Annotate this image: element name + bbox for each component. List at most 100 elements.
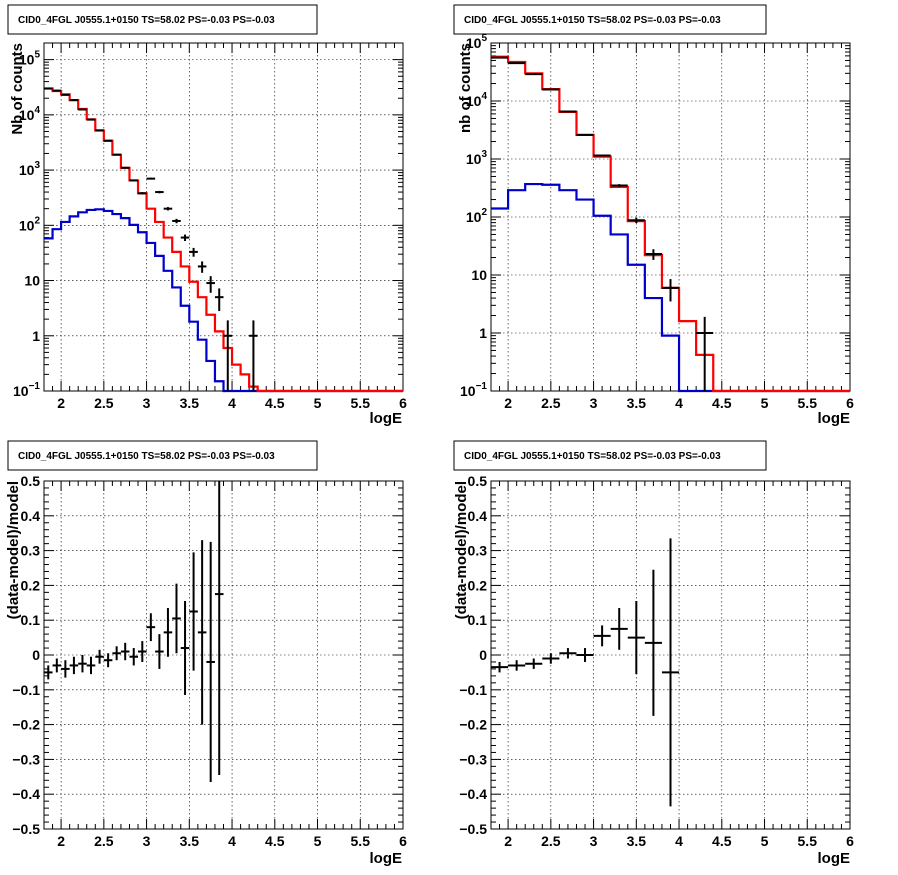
source-model-histogram <box>44 208 403 393</box>
chart-title: CID0_4FGL J0555.1+0150 TS=58.02 PS=-0.03… <box>18 15 275 26</box>
ticks <box>490 480 851 830</box>
data-point <box>95 129 104 132</box>
total-model-histogram <box>491 55 850 393</box>
residual-point <box>214 481 224 776</box>
data-point <box>197 261 207 273</box>
data-point <box>559 110 577 113</box>
y-tick-label: 10−1 <box>13 381 40 399</box>
residual-point <box>525 658 543 669</box>
residual-point <box>69 656 79 675</box>
residual-point <box>593 625 611 647</box>
panel-2: CID0_4FGL J0555.1+0150 TS=58.02 PS=-0.03… <box>453 4 854 427</box>
chart-title: CID0_4FGL J0555.1+0150 TS=58.02 PS=-0.03… <box>464 451 721 462</box>
y-axis-title: nb of counts <box>457 43 474 133</box>
y-tick-label: 0.1 <box>468 612 488 628</box>
residual-point <box>197 540 207 725</box>
y-tick-label: 0.5 <box>468 473 488 489</box>
x-tick-label: 4 <box>228 395 236 411</box>
data-point <box>627 217 645 224</box>
y-tick-label: 10−1 <box>460 381 487 399</box>
panel-3: CID0_4FGL J0555.1+0150 TS=58.02 PS=-0.03… <box>5 440 407 867</box>
y-tick-label: −0.2 <box>459 717 487 733</box>
x-tick-label: 3.5 <box>627 395 647 411</box>
data-point <box>610 184 628 187</box>
residual-point <box>163 608 173 657</box>
residual-point <box>172 583 181 654</box>
x-tick-label: 5.5 <box>798 833 818 849</box>
x-tick-label: 2.5 <box>94 395 114 411</box>
x-tick-label: 3 <box>143 833 151 849</box>
y-tick-label: −0.5 <box>459 821 487 837</box>
y-tick-label: 0.4 <box>468 508 488 524</box>
data-points <box>491 56 714 391</box>
y-tick-label: 102 <box>466 207 488 225</box>
y-axis-title: (data-model)/model <box>453 481 470 619</box>
residual-point <box>103 653 113 668</box>
residual-point <box>78 655 87 673</box>
residual-point <box>86 656 96 675</box>
x-tick-label: 6 <box>846 395 854 411</box>
x-tick-label: 5 <box>314 395 322 411</box>
x-tick-label: 4.5 <box>265 833 285 849</box>
y-tick-label: 0.1 <box>21 612 41 628</box>
title-box <box>7 440 318 471</box>
x-tick-label: 6 <box>846 833 854 849</box>
residual-point <box>95 649 104 664</box>
y-tick-label: 0 <box>479 647 487 663</box>
data-point <box>103 139 113 142</box>
panel-1: CID0_4FGL J0555.1+0150 TS=58.02 PS=-0.03… <box>7 4 407 427</box>
x-tick-label: 2 <box>504 833 512 849</box>
x-tick-label: 6 <box>399 395 407 411</box>
x-tick-label: 6 <box>399 833 407 849</box>
y-tick-label: 10 <box>471 267 487 283</box>
y-tick-label: 104 <box>19 105 41 123</box>
x-tick-label: 5 <box>761 833 769 849</box>
residual-point <box>146 613 156 642</box>
y-tick-label: 0.2 <box>21 577 41 593</box>
y-tick-label: −0.2 <box>12 717 40 733</box>
y-axis-title: Nb of counts <box>9 43 26 135</box>
data-point <box>696 316 714 391</box>
y-tick-label: 10 <box>24 273 40 289</box>
chart-title: CID0_4FGL J0555.1+0150 TS=58.02 PS=-0.03… <box>18 451 275 462</box>
residual-points <box>491 538 680 807</box>
x-tick-label: 3 <box>590 833 598 849</box>
data-point <box>112 153 121 156</box>
residual-point <box>661 538 680 807</box>
data-point <box>146 177 156 180</box>
data-point <box>206 276 215 293</box>
x-tick-label: 4 <box>675 395 683 411</box>
residual-point <box>112 646 121 661</box>
y-tick-label: −0.3 <box>459 751 487 767</box>
residual-points <box>44 481 224 783</box>
x-tick-label: 3.5 <box>180 833 200 849</box>
y-tick-label: 0.3 <box>21 543 41 559</box>
x-tick-label: 5 <box>761 395 769 411</box>
x-tick-label: 2.5 <box>94 833 114 849</box>
x-axis-title: logE <box>818 410 851 427</box>
chart-title: CID0_4FGL J0555.1+0150 TS=58.02 PS=-0.03… <box>464 15 721 26</box>
y-tick-label: −0.4 <box>12 786 40 802</box>
x-tick-label: 4 <box>675 833 683 849</box>
x-tick-label: 4 <box>228 833 236 849</box>
x-tick-label: 4.5 <box>712 395 732 411</box>
y-tick-label: 105 <box>19 50 41 68</box>
grid <box>44 480 404 830</box>
x-tick-label: 2 <box>504 395 512 411</box>
data-point <box>249 320 258 391</box>
x-tick-label: 3.5 <box>627 833 647 849</box>
residual-point <box>206 541 215 783</box>
residual-point <box>644 569 662 716</box>
y-tick-label: 0.4 <box>21 508 41 524</box>
y-tick-label: 0.2 <box>468 577 488 593</box>
x-tick-label: 2.5 <box>541 833 561 849</box>
x-tick-label: 5.5 <box>351 395 371 411</box>
y-tick-label: −0.1 <box>12 682 40 698</box>
data-point <box>576 133 594 136</box>
y-tick-label: −0.1 <box>459 682 487 698</box>
x-tick-label: 3 <box>590 395 598 411</box>
x-tick-label: 2 <box>57 395 65 411</box>
ticks <box>490 43 851 392</box>
residual-point <box>189 552 198 671</box>
data-point <box>120 166 130 169</box>
